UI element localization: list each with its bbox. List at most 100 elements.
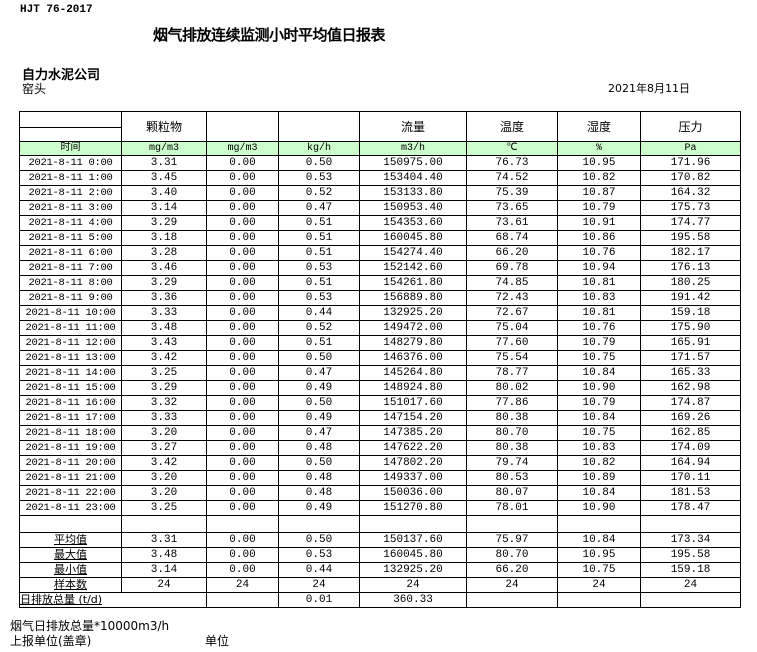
value-cell: 0.49: [278, 410, 360, 426]
value-cell: 0.53: [278, 290, 360, 306]
value-cell: 3.27: [121, 440, 207, 456]
summary-value: 173.34: [640, 532, 741, 548]
summary-value: 24: [206, 577, 279, 593]
value-cell: 10.79: [557, 395, 641, 411]
value-cell: 3.25: [121, 500, 207, 516]
table-row: 2021-8-11 20:00 3.42 0.00 0.50 147802.20 79.7…: [19, 455, 741, 471]
value-cell: 170.11: [640, 470, 741, 486]
value-cell: 162.85: [640, 425, 741, 441]
blank-row: [19, 515, 741, 533]
table-row: 2021-8-11 15:00 3.29 0.00 0.49 148924.80 80.0…: [19, 380, 741, 396]
value-cell: 156889.80: [359, 290, 467, 306]
empty-cell: [557, 515, 641, 533]
value-cell: 165.33: [640, 365, 741, 381]
value-cell: 73.65: [466, 200, 558, 216]
value-cell: 3.31: [121, 155, 207, 171]
table-row: 2021-8-11 18:00 3.20 0.00 0.47 147385.20 80.7…: [19, 425, 741, 441]
value-cell: 175.90: [640, 320, 741, 336]
value-cell: 0.00: [206, 470, 279, 486]
value-cell: 171.57: [640, 350, 741, 366]
value-cell: 76.73: [466, 155, 558, 171]
summary-value: 75.97: [466, 532, 558, 548]
value-cell: 3.45: [121, 170, 207, 186]
value-cell: 191.42: [640, 290, 741, 306]
time-cell: 2021-8-11 21:00: [19, 470, 122, 486]
value-cell: 0.51: [278, 275, 360, 291]
param-header: 颗粒物: [121, 111, 207, 142]
value-cell: 3.33: [121, 410, 207, 426]
value-cell: 180.25: [640, 275, 741, 291]
value-cell: 10.94: [557, 260, 641, 276]
summary-row: 样本数 24 24 24 24 24 24 24: [19, 577, 741, 593]
value-cell: 174.77: [640, 215, 741, 231]
value-cell: 3.42: [121, 455, 207, 471]
value-cell: 3.29: [121, 380, 207, 396]
table-row: 2021-8-11 5:00 3.18 0.00 0.51 160045.80 68.74…: [19, 230, 741, 246]
time-cell: 2021-8-11 13:00: [19, 350, 122, 366]
value-cell: 0.00: [206, 185, 279, 201]
value-cell: 10.82: [557, 455, 641, 471]
value-cell: 0.00: [206, 425, 279, 441]
value-cell: 10.90: [557, 500, 641, 516]
value-cell: 0.00: [206, 380, 279, 396]
value-cell: 147802.20: [359, 455, 467, 471]
value-cell: 178.47: [640, 500, 741, 516]
value-cell: 3.42: [121, 350, 207, 366]
value-cell: 77.86: [466, 395, 558, 411]
value-cell: 3.28: [121, 245, 207, 261]
value-cell: 10.86: [557, 230, 641, 246]
daily-total-value: 0.01: [278, 592, 360, 608]
value-cell: 164.94: [640, 455, 741, 471]
value-cell: 0.00: [206, 260, 279, 276]
daily-total-value: [640, 592, 741, 608]
location-name: 窑头: [22, 82, 47, 96]
value-cell: 174.87: [640, 395, 741, 411]
value-cell: 80.38: [466, 440, 558, 456]
time-cell: 2021-8-11 18:00: [19, 425, 122, 441]
value-cell: 132925.20: [359, 305, 467, 321]
table-row: 2021-8-11 6:00 3.28 0.00 0.51 154274.40 66.20…: [19, 245, 741, 261]
reporter-label: 上报单位(盖章): [10, 634, 92, 648]
value-cell: 74.52: [466, 170, 558, 186]
unit-header: ℃: [466, 141, 558, 156]
value-cell: 80.07: [466, 485, 558, 501]
summary-value: 195.58: [640, 547, 741, 563]
value-cell: 0.00: [206, 170, 279, 186]
daily-total-value: [206, 592, 279, 608]
param-header: [278, 111, 360, 142]
value-cell: 171.96: [640, 155, 741, 171]
param-header: 压力: [640, 111, 741, 142]
summary-value: 10.95: [557, 547, 641, 563]
value-cell: 0.00: [206, 305, 279, 321]
value-cell: 10.83: [557, 290, 641, 306]
value-cell: 10.89: [557, 470, 641, 486]
value-cell: 159.18: [640, 305, 741, 321]
value-cell: 66.20: [466, 245, 558, 261]
value-cell: 3.46: [121, 260, 207, 276]
value-cell: 0.48: [278, 485, 360, 501]
table-row: 2021-8-11 3:00 3.14 0.00 0.47 150953.40 73.65…: [19, 200, 741, 216]
time-cell: 2021-8-11 5:00: [19, 230, 122, 246]
value-cell: 170.82: [640, 170, 741, 186]
value-cell: 154353.60: [359, 215, 467, 231]
value-cell: 0.00: [206, 455, 279, 471]
value-cell: 10.81: [557, 305, 641, 321]
value-cell: 149337.00: [359, 470, 467, 486]
value-cell: 147154.20: [359, 410, 467, 426]
value-cell: 0.00: [206, 320, 279, 336]
value-cell: 3.33: [121, 305, 207, 321]
value-cell: 0.48: [278, 440, 360, 456]
value-cell: 0.00: [206, 230, 279, 246]
value-cell: 0.00: [206, 290, 279, 306]
table-row: 2021-8-11 22:00 3.20 0.00 0.48 150036.00 80.0…: [19, 485, 741, 501]
value-cell: 0.00: [206, 200, 279, 216]
value-cell: 75.04: [466, 320, 558, 336]
summary-label: 最大值: [19, 547, 122, 563]
report-date: 2021年8月11日: [608, 82, 690, 95]
time-cell: 2021-8-11 4:00: [19, 215, 122, 231]
value-cell: 0.00: [206, 440, 279, 456]
summary-value: 10.75: [557, 562, 641, 578]
unit-header: m3/h: [359, 141, 467, 156]
time-cell: 2021-8-11 6:00: [19, 245, 122, 261]
value-cell: 151017.60: [359, 395, 467, 411]
